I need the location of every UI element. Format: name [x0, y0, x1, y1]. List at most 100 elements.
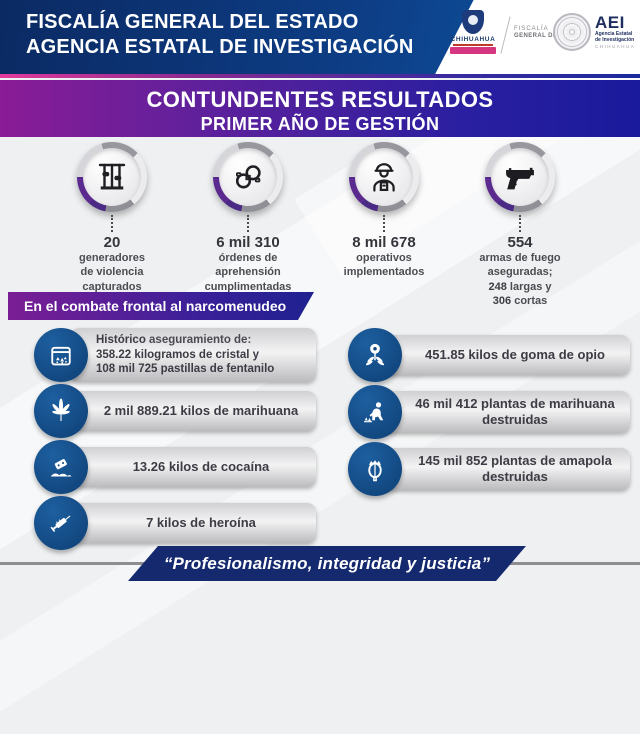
stat-ring: [77, 142, 147, 212]
fge-logo-line2: GENERAL DEL ESTADO: [514, 33, 591, 39]
header: FISCALÍA GENERAL DEL ESTADO AGENCIA ESTA…: [0, 0, 640, 74]
armas-largas-count: 248: [488, 280, 507, 293]
seizure-text-line: 451.85 kilos de goma de opio: [425, 346, 605, 362]
seizure-heroina: 7 kilos de heroína: [34, 496, 316, 550]
seizure-circle: [348, 385, 402, 439]
stat-label-line: cumplimentadas: [204, 280, 292, 293]
seizure-cristal-fentanilo: Histórico aseguramiento de: 358.22 kilog…: [34, 328, 316, 382]
stat-label-line: capturados: [82, 280, 142, 293]
narcomenudeo-banner: En el combate frontal al narcomenudeo: [8, 292, 314, 320]
stat-value: 8 mil 678: [352, 234, 416, 251]
prison-bars-icon: [94, 159, 130, 195]
footer-motto-banner: “Profesionalismo, integridad y justicia”: [128, 546, 526, 581]
stat-ring: [349, 142, 419, 212]
stat-circle: [219, 148, 277, 206]
seizure-plantas-marihuana: 46 mil 412 plantas de marihuana destruid…: [348, 385, 630, 439]
armas-cortas-text: cortas: [511, 294, 548, 307]
seizure-marihuana: 2 mil 889.21 kilos de marihuana: [34, 384, 316, 438]
dotted-connector: [383, 215, 385, 232]
seizure-pill: 7 kilos de heroína: [70, 503, 316, 543]
dotted-connector: [247, 215, 249, 232]
stat-operativos: 8 mil 678 operativos implementados: [304, 142, 464, 280]
poppy-flower-icon: [360, 340, 390, 370]
stat-ring: [213, 142, 283, 212]
seizure-pill: 451.85 kilos de goma de opio: [384, 335, 630, 375]
seizure-circle: [34, 328, 88, 382]
header-banner: [0, 0, 474, 74]
chihuahua-logo-redline: [453, 44, 493, 46]
seizure-text-line: 13.26 kilos de cocaína: [132, 458, 270, 474]
motto-text: “Profesionalismo, integridad y justicia”: [163, 553, 491, 573]
aseguramiento-label: aseguramiento de:: [145, 334, 252, 347]
armas-cortas-count: 306: [492, 294, 512, 307]
crystal-bag-icon: [46, 340, 76, 370]
logo-divider: [500, 16, 511, 54]
armas-largas-text: largas y: [506, 280, 552, 293]
aei-seal-icon: [553, 13, 591, 51]
seizure-goma-opio: 451.85 kilos de goma de opio: [348, 328, 630, 382]
title-banner: CONTUNDENTES RESULTADOS PRIMER AÑO DE GE…: [0, 80, 640, 137]
syringe-icon: [46, 508, 76, 538]
stat-label-line: implementados: [343, 266, 425, 279]
pistol-icon: [501, 158, 539, 196]
stat-label-line: generadores: [78, 252, 146, 264]
dotted-connector: [111, 215, 113, 232]
seizure-circle: [34, 384, 88, 438]
stat-label-line: armas de fuego: [479, 252, 561, 264]
title-line1: CONTUNDENTES RESULTADOS: [146, 87, 494, 112]
stat-ordenes-aprehension: 6 mil 310 órdenes de aprehensión cumplim…: [168, 142, 328, 294]
seizure-cocaina: 13.26 kilos de cocaína: [34, 440, 316, 494]
stat-value: 554: [507, 234, 533, 251]
stat-label: armas de fuego aseguradas; 248 largas y …: [440, 251, 600, 308]
stat-label-line: operativos: [356, 252, 412, 264]
chihuahua-logo-banner: [450, 47, 496, 54]
aei-sub-line1: Agencia Estatal: [595, 31, 633, 38]
stat-label-line: 306 cortas: [440, 294, 600, 308]
stat-value: 6 mil 310: [216, 234, 280, 251]
cocaine-razor-icon: [46, 452, 76, 482]
org-title-line1: FISCALÍA GENERAL DEL ESTADO: [26, 11, 359, 33]
aei-acronym: AEI: [595, 13, 625, 33]
stat-label: generadores de violencia capturados: [32, 251, 192, 294]
fge-logo-line1: FISCALÍA: [514, 26, 549, 32]
title-line2: PRIMER AÑO DE GESTIÓN: [200, 114, 440, 134]
chihuahua-logo: CHIHUAHUA: [447, 10, 499, 55]
seizure-circle: [348, 328, 402, 382]
aei-footer-label: CHIHUAHUA: [595, 44, 636, 50]
stat-label-line: órdenes de: [218, 252, 278, 264]
poppy-pod-icon: [360, 454, 390, 484]
stat-label-line: de violencia: [80, 266, 144, 279]
aei-logo-text: AEI Agencia Estatal de Investigación CHI…: [595, 14, 635, 50]
seizure-text-line: 7 kilos de heroína: [146, 514, 256, 530]
stat-label-line: aseguradas;: [487, 266, 553, 279]
seizure-text-line: 108 mil 725 pastillas de fentanilo: [96, 363, 275, 376]
seizure-text-line: 358.22 kilogramos de cristal y: [96, 348, 260, 361]
seizure-text-line: 145 mil 852 plantas de amapola destruida…: [418, 452, 612, 484]
seizure-pill: 13.26 kilos de cocaína: [70, 447, 316, 487]
dotted-connector: [519, 215, 521, 232]
seizure-text-line: Histórico aseguramiento de:: [96, 333, 306, 347]
seizure-pill: 2 mil 889.21 kilos de marihuana: [70, 391, 316, 431]
seizure-plantas-amapola: 145 mil 852 plantas de amapola destruida…: [348, 442, 630, 496]
stat-circle: [355, 148, 413, 206]
seizure-pill: 46 mil 412 plantas de marihuana destruid…: [384, 390, 630, 434]
seizure-circle: [348, 442, 402, 496]
stat-armas: 554 armas de fuego aseguradas; 248 larga…: [440, 142, 600, 308]
seizure-pill: Histórico aseguramiento de: 358.22 kilog…: [70, 328, 316, 382]
stat-label-line: 248 largas y: [440, 280, 600, 294]
header-separator-gradient: [0, 74, 640, 78]
stat-value: 20: [103, 234, 121, 251]
stat-circle: [491, 148, 549, 206]
historico-label: Histórico: [96, 334, 146, 347]
chihuahua-logo-label: CHIHUAHUA: [450, 36, 496, 43]
seizure-text-line: 2 mil 889.21 kilos de marihuana: [103, 402, 299, 418]
stat-label-line: aprehensión: [215, 266, 281, 279]
marijuana-leaf-icon: [46, 396, 76, 426]
chihuahua-shield-icon: [462, 10, 484, 34]
plant-eradication-icon: [360, 397, 390, 427]
seizure-circle: [34, 496, 88, 550]
handcuffs-icon: [230, 159, 266, 195]
fge-logo: FISCALÍA GENERAL DEL ESTADO: [514, 26, 590, 39]
seizure-pill: 145 mil 852 plantas de amapola destruida…: [384, 447, 630, 491]
aei-logo: AEI Agencia Estatal de Investigación CHI…: [553, 13, 635, 51]
